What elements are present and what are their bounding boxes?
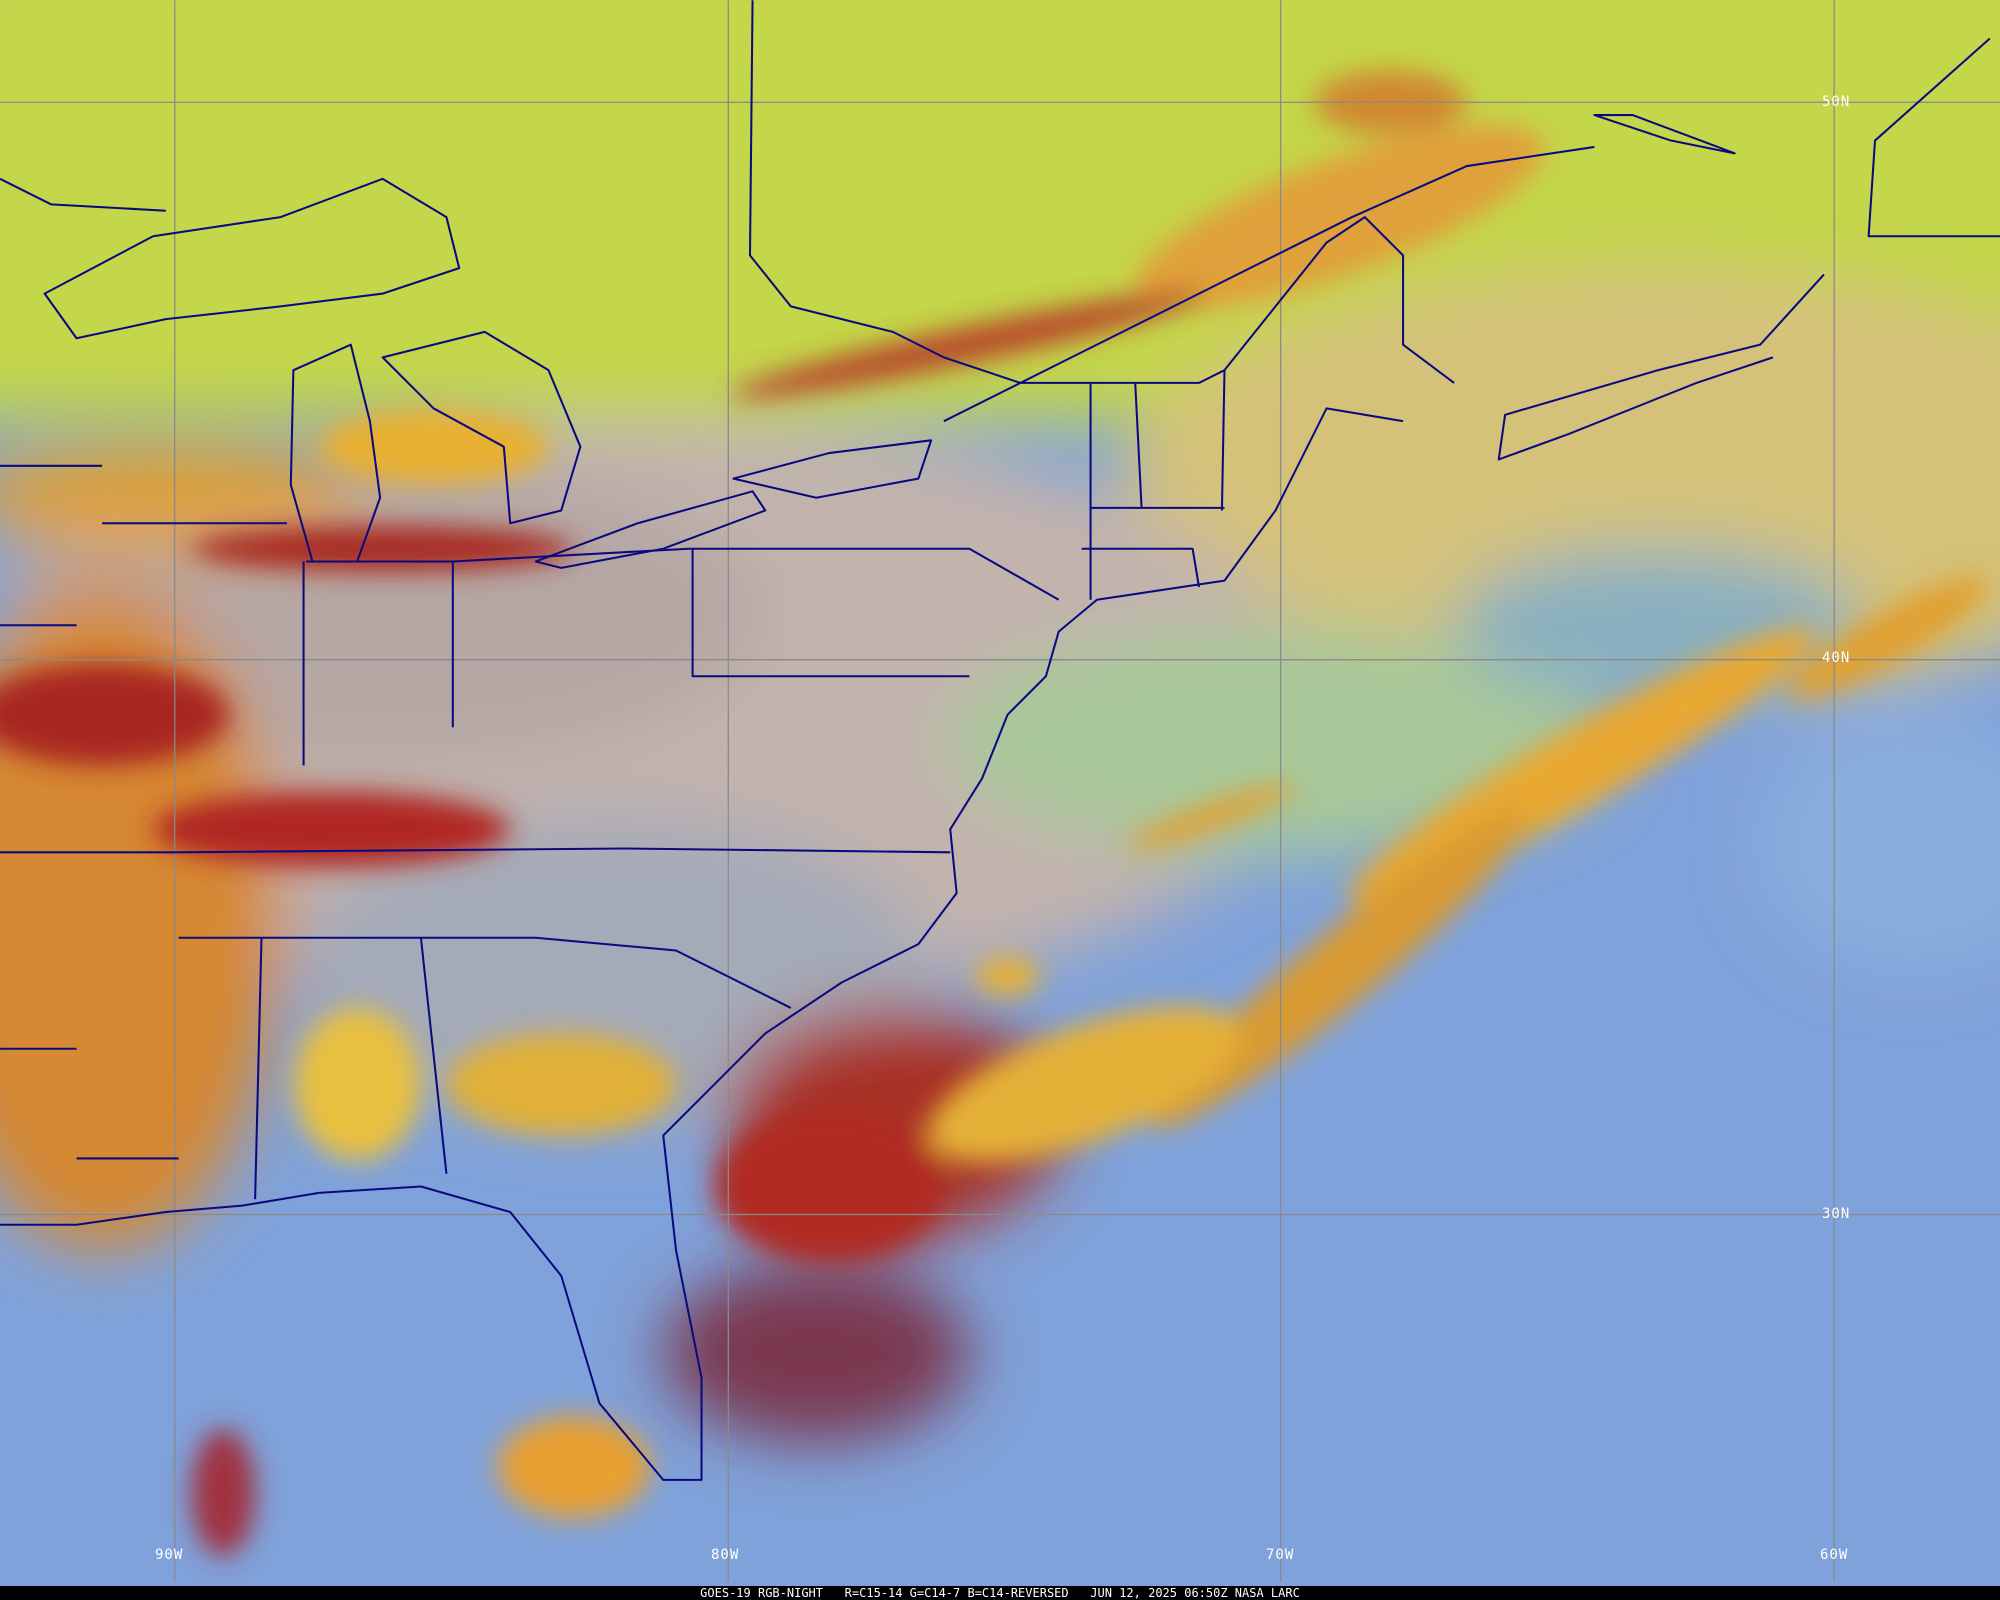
lake-michigan [289, 343, 382, 563]
lon-label-80w: 80W [711, 1547, 740, 1563]
cloud-fields [0, 0, 2000, 1442]
st-lawrence [943, 145, 1595, 423]
lon-label-90w: 90W [155, 1547, 184, 1563]
lat-label-30n: 30N [1822, 1206, 1851, 1222]
lake-ontario [732, 439, 933, 499]
coastline [0, 37, 2000, 1481]
lake-huron [381, 330, 582, 525]
state-lines [0, 370, 1226, 1200]
lake-superior [43, 177, 461, 340]
lat-label-50n: 50N [1822, 94, 1851, 110]
canada-us-border [0, 0, 1455, 384]
lon-label-60w: 60W [1820, 1547, 1849, 1563]
political-boundaries [0, 0, 2000, 1481]
cloud-bands [0, 70, 1988, 1557]
lake-erie [534, 490, 767, 569]
lat-label-40n: 40N [1822, 650, 1851, 666]
lon-label-70w: 70W [1266, 1547, 1295, 1563]
image-caption: GOES-19 RGB-NIGHT R=C15-14 G=C14-7 B=C14… [0, 1586, 2000, 1600]
